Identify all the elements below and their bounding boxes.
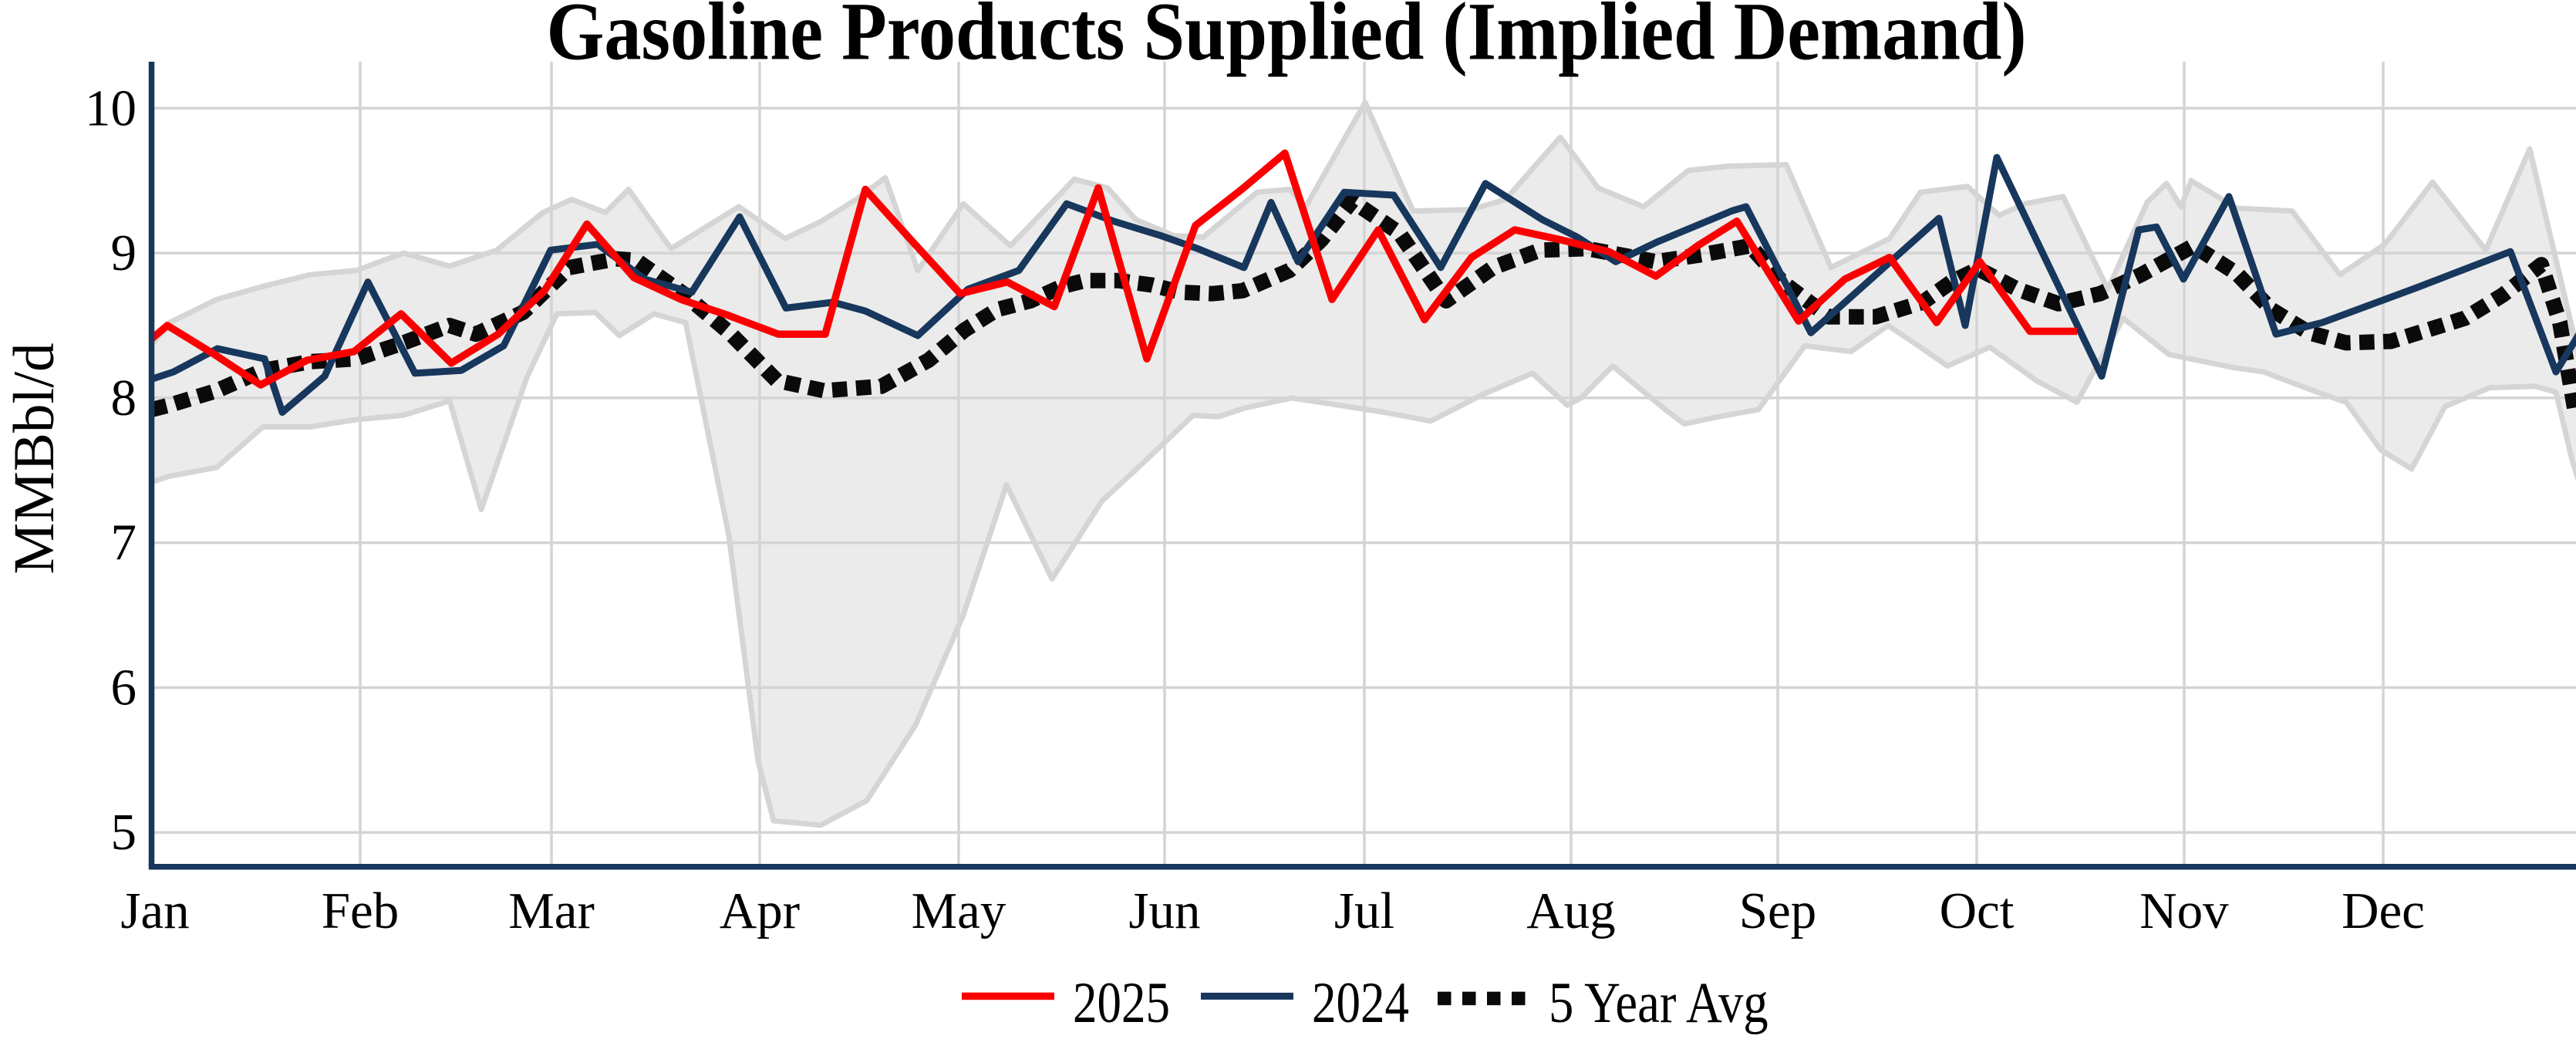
svg-text:2025: 2025 bbox=[1073, 970, 1170, 1034]
svg-text:9: 9 bbox=[111, 224, 137, 282]
svg-text:Apr: Apr bbox=[720, 882, 800, 939]
svg-text:Oct: Oct bbox=[1940, 882, 2015, 939]
svg-text:Jul: Jul bbox=[1334, 882, 1394, 939]
svg-text:5 Year Avg: 5 Year Avg bbox=[1549, 972, 1768, 1035]
svg-text:Aug: Aug bbox=[1526, 882, 1615, 939]
svg-text:10: 10 bbox=[85, 79, 137, 137]
svg-text:Nov: Nov bbox=[2139, 882, 2229, 939]
svg-text:Mar: Mar bbox=[508, 882, 595, 939]
svg-text:6: 6 bbox=[111, 659, 137, 716]
svg-text:Jan: Jan bbox=[120, 882, 189, 939]
svg-text:May: May bbox=[912, 882, 1006, 939]
svg-text:MMBbl/d: MMBbl/d bbox=[2, 342, 66, 574]
svg-text:8: 8 bbox=[111, 369, 137, 427]
svg-text:Gasoline Products Supplied (Im: Gasoline Products Supplied (Implied Dema… bbox=[546, 0, 2026, 78]
svg-text:7: 7 bbox=[111, 514, 137, 572]
svg-text:Dec: Dec bbox=[2342, 882, 2425, 939]
svg-text:Sep: Sep bbox=[1739, 882, 1817, 939]
svg-text:Feb: Feb bbox=[322, 882, 400, 939]
svg-text:5: 5 bbox=[111, 804, 137, 861]
svg-text:Jun: Jun bbox=[1128, 882, 1200, 939]
svg-text:2024: 2024 bbox=[1312, 970, 1409, 1034]
